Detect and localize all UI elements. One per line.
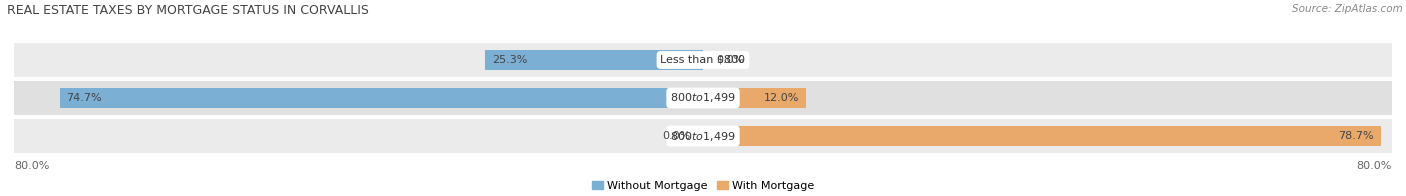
Bar — [703, 126, 1381, 146]
Bar — [14, 43, 1392, 77]
Bar — [703, 88, 807, 108]
Text: 0.0%: 0.0% — [716, 55, 744, 65]
Text: 78.7%: 78.7% — [1339, 131, 1374, 141]
Text: 80.0%: 80.0% — [1357, 161, 1392, 171]
Text: 0.0%: 0.0% — [662, 131, 690, 141]
Text: Less than $800: Less than $800 — [661, 55, 745, 65]
Text: 12.0%: 12.0% — [763, 93, 800, 103]
Bar — [485, 50, 703, 70]
Text: REAL ESTATE TAXES BY MORTGAGE STATUS IN CORVALLIS: REAL ESTATE TAXES BY MORTGAGE STATUS IN … — [7, 4, 368, 17]
Bar — [14, 119, 1392, 153]
Text: $800 to $1,499: $800 to $1,499 — [671, 130, 735, 142]
Text: $800 to $1,499: $800 to $1,499 — [671, 92, 735, 104]
Text: Source: ZipAtlas.com: Source: ZipAtlas.com — [1292, 4, 1403, 14]
Bar — [59, 88, 703, 108]
Text: 74.7%: 74.7% — [66, 93, 103, 103]
Text: 80.0%: 80.0% — [14, 161, 49, 171]
Bar — [14, 81, 1392, 115]
Legend: Without Mortgage, With Mortgage: Without Mortgage, With Mortgage — [588, 176, 818, 195]
Text: 25.3%: 25.3% — [492, 55, 527, 65]
